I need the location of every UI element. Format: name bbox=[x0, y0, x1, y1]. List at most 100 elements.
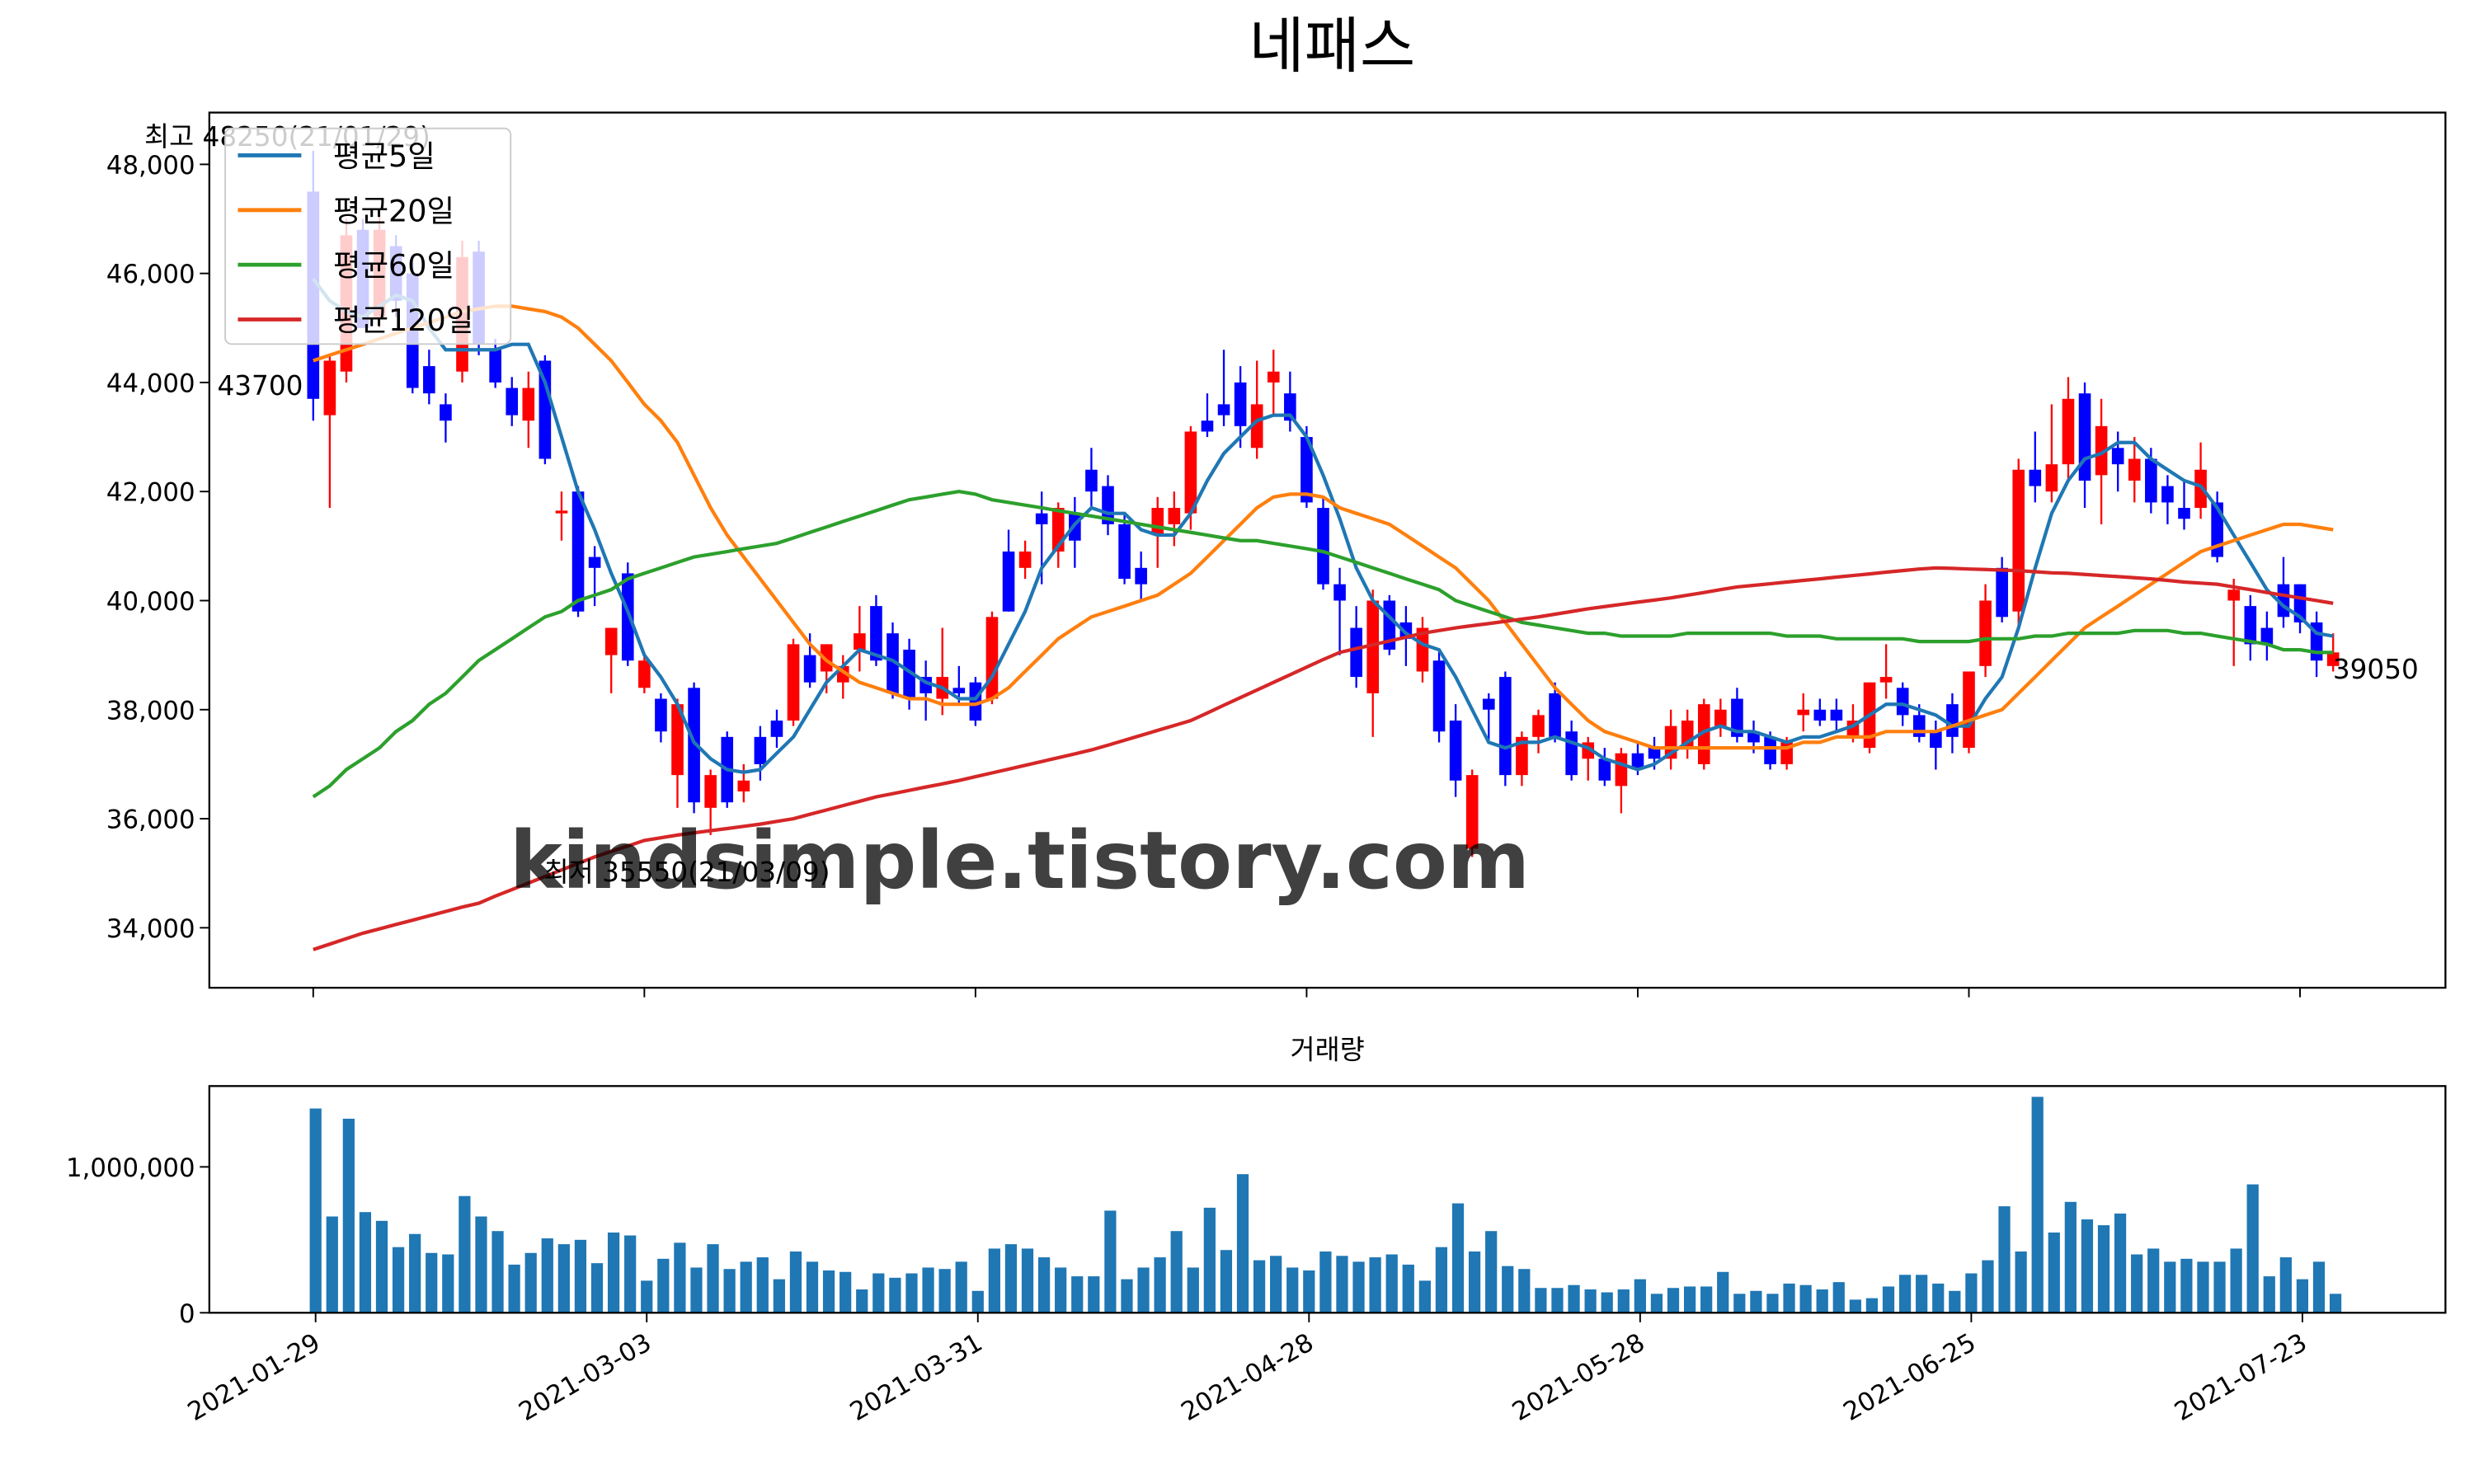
volume-bar bbox=[607, 1232, 620, 1313]
volume-bar bbox=[1154, 1257, 1166, 1313]
volume-bar bbox=[1502, 1266, 1514, 1313]
annotation: 최저 35550(21/03/09) bbox=[544, 857, 830, 888]
volume-bar bbox=[1352, 1261, 1365, 1313]
candle-body bbox=[1085, 469, 1098, 492]
candle-body bbox=[1532, 715, 1545, 737]
volume-bar bbox=[541, 1238, 553, 1313]
y-tick-label: 46,000 bbox=[106, 260, 195, 289]
candle-body bbox=[1714, 709, 1727, 726]
volume-bar bbox=[806, 1261, 819, 1313]
volume-bar bbox=[1418, 1280, 1431, 1313]
volume-bar bbox=[789, 1251, 802, 1313]
volume-bar bbox=[2213, 1261, 2226, 1313]
candle-body bbox=[2062, 398, 2075, 465]
volume-bar bbox=[905, 1273, 918, 1313]
volume-bar bbox=[2048, 1232, 2060, 1313]
legend-box bbox=[224, 127, 512, 345]
candle-body bbox=[1912, 715, 1926, 737]
candle-body bbox=[2095, 425, 2108, 476]
candle-body bbox=[588, 556, 601, 568]
volume-bar bbox=[1766, 1294, 1779, 1313]
candle-body bbox=[854, 633, 866, 650]
volume-bar bbox=[1916, 1275, 1928, 1313]
y-tick-label: 38,000 bbox=[106, 696, 195, 726]
volume-bar bbox=[822, 1270, 835, 1313]
volume-bar bbox=[1617, 1289, 1630, 1313]
candle-body bbox=[1764, 736, 1776, 764]
candle-body bbox=[688, 688, 700, 803]
volume-bar bbox=[1187, 1267, 1199, 1313]
candle-body bbox=[2161, 486, 2174, 503]
candle-body bbox=[2012, 469, 2025, 612]
volume-bar bbox=[508, 1264, 520, 1313]
candle-body bbox=[604, 627, 618, 655]
volume-bar bbox=[2180, 1258, 2193, 1313]
volume-bar bbox=[2015, 1251, 2027, 1313]
volume-bar bbox=[1402, 1264, 1414, 1313]
legend-label: 평균120일 bbox=[333, 303, 473, 338]
candle-body bbox=[754, 736, 767, 764]
volume-bar bbox=[1750, 1290, 1762, 1313]
volume-bar bbox=[988, 1248, 1000, 1313]
candle-body bbox=[1731, 698, 1743, 737]
volume-bar bbox=[1270, 1256, 1282, 1313]
candle-body bbox=[1465, 775, 1479, 849]
volume-bar bbox=[1865, 1298, 1879, 1313]
axes-frame bbox=[208, 111, 2447, 989]
volume-bar bbox=[1236, 1174, 1249, 1313]
candle-body bbox=[1979, 600, 1992, 666]
candle-body bbox=[903, 650, 915, 699]
volume-bar bbox=[1717, 1271, 1729, 1313]
candle-body bbox=[1879, 677, 1893, 683]
candle-body bbox=[1648, 748, 1661, 759]
candle-body bbox=[1168, 508, 1181, 524]
volume-bar bbox=[2114, 1213, 2127, 1313]
volume-bar bbox=[1104, 1210, 1117, 1313]
volume-bar bbox=[442, 1254, 454, 1313]
candle-body bbox=[1333, 584, 1346, 601]
candle-body bbox=[1598, 758, 1611, 781]
volume-bar bbox=[1004, 1244, 1018, 1313]
candle-body bbox=[1482, 698, 1495, 710]
volume-bar bbox=[971, 1290, 984, 1313]
volume-bar bbox=[375, 1220, 388, 1313]
candle-body bbox=[2326, 652, 2340, 666]
candle-body bbox=[1797, 709, 1810, 716]
y-tick-label: 44,000 bbox=[106, 369, 195, 398]
volume-bar bbox=[1898, 1275, 1912, 1313]
volume-bar bbox=[1568, 1284, 1580, 1313]
volume-bar bbox=[2329, 1294, 2342, 1313]
candle-body bbox=[638, 660, 651, 688]
volume-bar bbox=[309, 1108, 322, 1313]
volume-bar bbox=[872, 1273, 885, 1313]
volume-bar bbox=[1088, 1276, 1100, 1313]
candle-body bbox=[506, 387, 519, 416]
candle-body bbox=[1002, 551, 1015, 612]
volume-bar bbox=[922, 1267, 934, 1313]
volume-bar bbox=[1451, 1203, 1465, 1313]
volume-bar bbox=[674, 1242, 686, 1313]
candle-body bbox=[1830, 709, 1843, 721]
volume-bar bbox=[1700, 1286, 1713, 1313]
volume-bar bbox=[1021, 1248, 1034, 1313]
candle-body bbox=[440, 404, 452, 421]
volume-bar bbox=[1336, 1256, 1348, 1313]
annotation: 43700 bbox=[217, 370, 303, 402]
candle-body bbox=[1996, 567, 2008, 618]
volume-bar bbox=[1286, 1267, 1299, 1313]
candle-body bbox=[1035, 513, 1048, 524]
candle-body bbox=[489, 350, 501, 383]
volume-bar bbox=[326, 1216, 338, 1313]
moving-average-line bbox=[312, 490, 2334, 799]
volume-bar bbox=[1121, 1279, 1133, 1313]
candle-body bbox=[787, 644, 800, 721]
candle-body bbox=[770, 720, 783, 737]
candle-body bbox=[1499, 677, 1512, 776]
volume-bar bbox=[1055, 1267, 1067, 1313]
volume-bar bbox=[2164, 1261, 2176, 1313]
volume-bar bbox=[1319, 1251, 1332, 1313]
moving-average-line bbox=[313, 566, 2334, 951]
volume-bar bbox=[1816, 1289, 1828, 1313]
volume-bar bbox=[590, 1263, 604, 1313]
candle-body bbox=[522, 387, 535, 421]
